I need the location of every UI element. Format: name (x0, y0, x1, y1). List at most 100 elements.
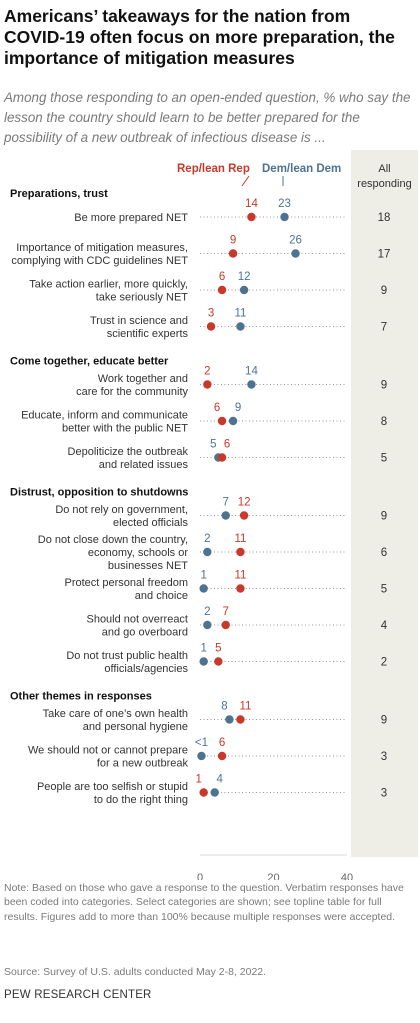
rep-dot (228, 249, 238, 258)
row-label: Take care of one’s own health (43, 708, 188, 720)
chart-subtitle: Among those responding to an open-ended … (4, 90, 411, 145)
legend-all-responding: All responding (357, 163, 412, 190)
dem-value-label: 1 (200, 643, 206, 655)
row-label: economy, schools or (88, 547, 188, 559)
x-tick-label: 0 (197, 872, 203, 880)
row-label: complying with CDC guidelines NET (11, 255, 188, 267)
dem-value-label: 8 (221, 701, 227, 713)
dem-dot (203, 547, 212, 557)
row-label: Should not overreact (86, 614, 188, 626)
rep-value-label: 12 (238, 497, 251, 509)
dem-value-label: 2 (204, 606, 210, 618)
dem-dot (236, 322, 245, 331)
dem-value-label: <1 (195, 737, 208, 749)
row-label: Do not rely on government, (55, 504, 188, 516)
all-responding-value: 5 (381, 584, 387, 596)
row-label: Be more prepared NET (74, 212, 188, 224)
rep-dot (221, 620, 230, 630)
rep-value-label: 11 (234, 570, 246, 582)
rep-value-label: 11 (234, 533, 246, 545)
dem-dot (210, 788, 219, 797)
row-label: People are too selfish or stupid (37, 781, 188, 793)
chart-title: Americans’ takeaways for the nation from… (4, 6, 395, 68)
rep-dot (217, 751, 227, 761)
all-responding-value: 9 (381, 285, 387, 297)
row-label: Educate, inform and communicate (21, 410, 188, 422)
row-label: to do the right thing (94, 794, 188, 806)
rep-value-label: 9 (230, 235, 236, 247)
row-label: Do not trust public health (66, 650, 188, 662)
dem-dot (239, 285, 249, 295)
x-tick-label: 40 (341, 872, 353, 880)
rep-dot (247, 212, 256, 222)
rep-value-label: 14 (245, 198, 258, 210)
dem-dot (247, 380, 256, 389)
row-label: and related issues (99, 459, 189, 471)
rep-dot (236, 547, 245, 557)
all-responding-value: 5 (381, 453, 387, 465)
chart-source: Source: Survey of U.S. adults conducted … (4, 966, 267, 978)
row-label: and choice (135, 590, 188, 602)
rep-value-label: 6 (224, 439, 230, 451)
dem-value-label: 23 (278, 198, 291, 210)
all-responding-value: 9 (381, 380, 387, 392)
rep-dot (206, 322, 216, 331)
dot-plot: Preparations, trust Be more prepared NET 1… (10, 175, 391, 880)
rep-dot (217, 416, 227, 426)
all-responding-value: 2 (381, 657, 387, 669)
row-label: officials/agencies (104, 663, 188, 675)
dem-dot (197, 751, 206, 761)
all-responding-value: 6 (381, 547, 387, 559)
dem-dot (199, 584, 208, 593)
all-responding-value: 7 (381, 322, 387, 334)
dem-value-label: 7 (223, 497, 229, 509)
rep-dot (203, 380, 212, 389)
row-label: take seriously NET (96, 292, 189, 304)
all-responding-value: 18 (378, 212, 391, 224)
all-responding-value: 3 (381, 751, 387, 763)
row-label: Importance of mitigation measures, (16, 242, 188, 254)
all-responding-value: 8 (381, 416, 387, 428)
row-label: for a new outbreak (97, 758, 189, 770)
row-label: better with the public NET (62, 423, 188, 435)
row-label: Trust in science and (90, 315, 188, 327)
category-label: Distrust, opposition to shutdowns (10, 487, 188, 499)
rep-value-label: 6 (219, 737, 225, 749)
rep-dot (214, 657, 223, 666)
row-label: care for the community (76, 386, 188, 398)
row-label: Protect personal freedom (64, 577, 188, 589)
all-responding-value: 3 (381, 788, 387, 800)
rep-value-label: 7 (223, 606, 229, 618)
row-label: Take action earlier, more quickly, (29, 279, 188, 291)
dem-dot (228, 416, 238, 426)
dem-value-label: 14 (245, 366, 258, 378)
rep-value-label: 6 (219, 271, 225, 283)
rep-dot (239, 511, 249, 520)
dem-dot (203, 620, 212, 630)
dem-value-label: 12 (238, 271, 251, 283)
row-label: and go overboard (102, 627, 188, 639)
category-label: Come together, educate better (10, 356, 169, 368)
dem-value-label: 26 (289, 235, 302, 247)
dem-dot (199, 657, 208, 666)
dem-value-label: 9 (235, 402, 241, 414)
org-credit: PEW RESEARCH CENTER (4, 989, 152, 1001)
row-label: Do not close down the country, (38, 534, 188, 546)
rep-value-label: 6 (214, 402, 220, 414)
rep-value-label: 3 (208, 308, 214, 320)
dem-value-label: 4 (216, 774, 223, 786)
dem-dot (225, 715, 234, 724)
row-label: We should not or cannot prepare (28, 745, 188, 757)
dem-dot (280, 212, 289, 222)
x-tick-label: 20 (267, 872, 279, 880)
all-responding-value: 4 (381, 620, 388, 632)
row-label: businesses NET (108, 560, 188, 572)
rep-dot (217, 285, 227, 295)
rep-value-label: 1 (195, 774, 201, 786)
dem-dot (291, 249, 300, 258)
all-responding-value: 17 (378, 249, 391, 261)
dem-value-label: 5 (210, 439, 216, 451)
category-label: Preparations, trust (10, 188, 108, 200)
row-label: Work together and (98, 373, 188, 385)
legend-rep: Rep/lean Rep (177, 163, 250, 175)
